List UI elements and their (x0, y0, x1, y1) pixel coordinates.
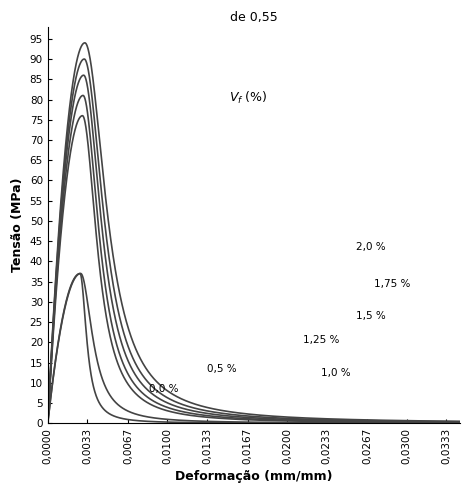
Text: $V_f$ (%): $V_f$ (%) (229, 90, 268, 106)
Text: 0,0 %: 0,0 % (149, 384, 179, 394)
Title: de 0,55: de 0,55 (230, 11, 278, 24)
Text: 0,5 %: 0,5 % (207, 364, 236, 373)
Y-axis label: Tensão (MPa): Tensão (MPa) (11, 178, 24, 272)
X-axis label: Deformação (mm/mm): Deformação (mm/mm) (175, 470, 333, 483)
Text: 1,75 %: 1,75 % (374, 279, 411, 288)
Text: 1,25 %: 1,25 % (302, 335, 339, 345)
Text: 2,0 %: 2,0 % (357, 242, 386, 252)
Text: 1,5 %: 1,5 % (357, 311, 386, 321)
Text: 1,0 %: 1,0 % (321, 368, 350, 377)
